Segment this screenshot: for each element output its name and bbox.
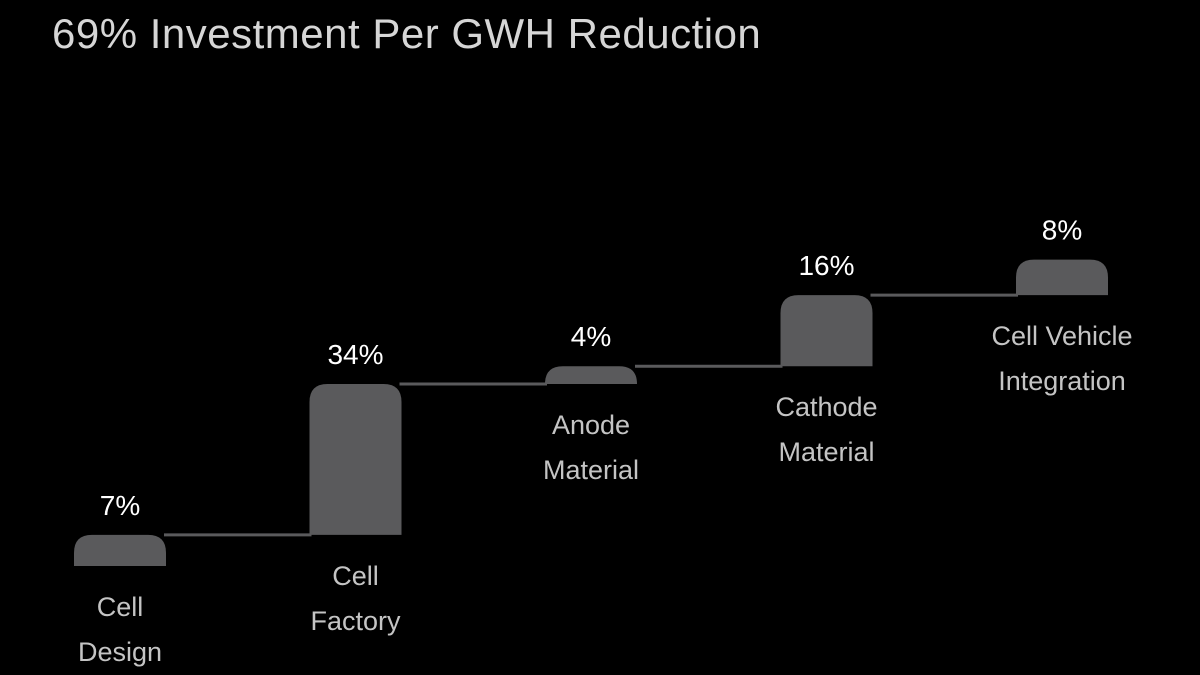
category-label-4: Cathode Material <box>775 392 877 467</box>
value-label-3: 4% <box>571 321 611 352</box>
bars <box>74 259 1108 566</box>
bar-3 <box>545 366 637 384</box>
chart-title: 69% Investment Per GWH Reduction <box>52 10 762 57</box>
category-labels: Cell Design Cell Factory Anode Material Cathod… <box>78 321 1133 667</box>
category-label-1: Cell Design <box>78 592 162 667</box>
value-label-4: 16% <box>798 250 854 281</box>
category-label-5: Cell Vehicle Integration <box>991 321 1132 396</box>
category-label-2: Cell Factory <box>310 561 401 636</box>
value-label-1: 7% <box>100 490 140 521</box>
value-label-2: 34% <box>327 339 383 370</box>
bar-4 <box>780 295 873 367</box>
bar-5 <box>1016 259 1108 296</box>
value-labels: 7% 34% 4% 16% 8% <box>100 215 1082 521</box>
connector-lines <box>164 293 1018 537</box>
bar-2 <box>309 383 402 535</box>
bar-1 <box>74 534 166 566</box>
value-label-5: 8% <box>1042 215 1082 246</box>
category-label-3: Anode Material <box>543 410 639 485</box>
